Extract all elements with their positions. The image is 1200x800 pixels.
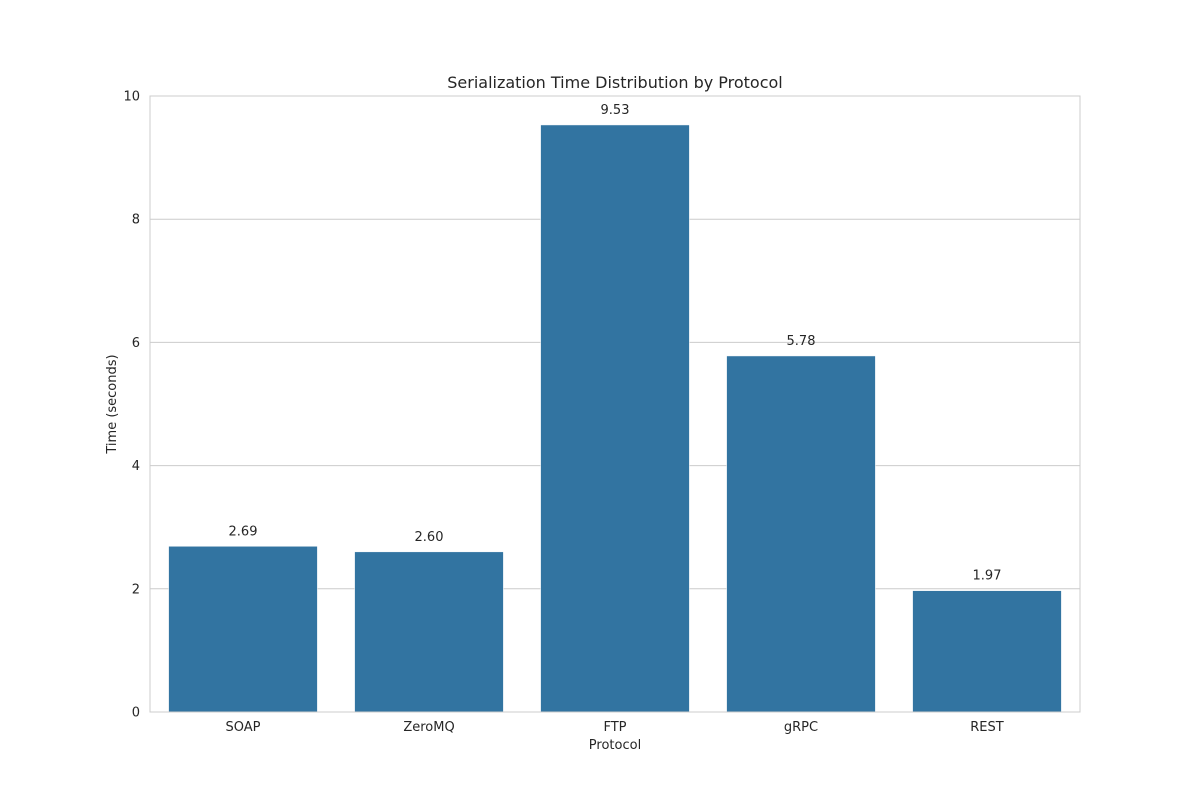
bar-value-label: 5.78 [787, 334, 816, 349]
x-tick-label: REST [970, 720, 1003, 735]
bar-ftp [540, 124, 690, 713]
y-tick-label: 8 [132, 213, 140, 228]
bar-zeromq [354, 551, 504, 713]
y-axis: 0 2 4 6 8 10 [123, 90, 140, 721]
x-tick-label: FTP [603, 720, 626, 735]
y-axis-label: Time (seconds) [105, 354, 120, 454]
y-tick-label: 2 [132, 582, 140, 597]
x-tick-label: gRPC [784, 720, 818, 735]
bar-soap [168, 546, 318, 713]
bar-value-label: 2.60 [415, 530, 444, 545]
bar-value-labels: 2.69 2.60 9.53 5.78 1.97 [229, 103, 1002, 584]
bar-value-label: 9.53 [601, 103, 630, 118]
bars [168, 124, 1062, 713]
plot-frame [149, 95, 1081, 713]
y-tick-label: 0 [132, 706, 140, 721]
y-tick-label: 10 [123, 90, 140, 105]
bar-grpc [726, 355, 876, 713]
x-tick-label: SOAP [226, 720, 261, 735]
x-axis: SOAP ZeroMQ FTP gRPC REST [226, 720, 1004, 735]
x-tick-label: ZeroMQ [403, 720, 454, 735]
x-axis-label: Protocol [589, 738, 641, 753]
bar-value-label: 1.97 [973, 569, 1002, 584]
chart-title: Serialization Time Distribution by Proto… [447, 73, 783, 92]
bar-rest [912, 590, 1062, 713]
bar-value-label: 2.69 [229, 524, 258, 539]
y-tick-label: 4 [132, 459, 140, 474]
y-tick-label: 6 [132, 336, 140, 351]
